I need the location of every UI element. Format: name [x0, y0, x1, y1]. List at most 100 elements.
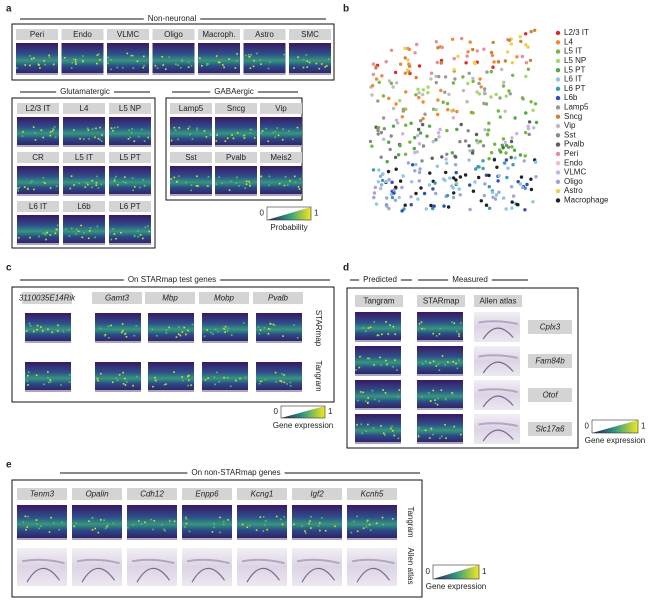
heatmap-speck [244, 376, 247, 379]
heatmap-speck [18, 186, 21, 189]
cell-dot [504, 158, 509, 162]
heatmap-speck [161, 523, 163, 526]
heatmap-tile [256, 362, 302, 392]
heatmap-speck [439, 437, 441, 440]
cell-dot [466, 129, 470, 133]
cell-dot [444, 170, 448, 175]
cell-dot [486, 128, 491, 132]
heatmap-tile [417, 414, 463, 444]
legend-swatch [555, 188, 561, 194]
label: L2/3 IT [26, 104, 51, 113]
tile-edge [417, 374, 463, 376]
heatmap-speck [30, 57, 33, 60]
heatmap-speck [227, 327, 230, 329]
heatmap-speck [71, 61, 74, 64]
cell-dot [374, 65, 378, 69]
label: Kcnh5 [361, 490, 384, 499]
cell-dot [467, 71, 471, 76]
heatmap-speck [140, 523, 143, 525]
legend-label: Oligo [564, 177, 583, 186]
heatmap-speck [205, 62, 208, 65]
heatmap-speck [191, 323, 194, 326]
heatmap-speck [68, 235, 71, 238]
heatmap-speck [460, 433, 462, 436]
heatmap-speck [110, 59, 112, 61]
tile-edge [148, 390, 194, 392]
heatmap-speck [178, 326, 180, 328]
heatmap-speck [206, 185, 209, 187]
heatmap-speck [116, 126, 119, 129]
heatmap-speck [168, 56, 171, 58]
heatmap-speck [184, 526, 186, 528]
heatmap-speck [143, 140, 146, 142]
cell-dot [492, 60, 496, 64]
cell-dot [523, 130, 528, 135]
colorbar-frame [266, 206, 312, 221]
cell-dot [504, 151, 508, 155]
heatmap-speck [26, 380, 29, 382]
heatmap-speck [245, 183, 248, 186]
cell-dot [398, 143, 402, 148]
heatmap-speck [36, 324, 39, 327]
heatmap-speck [238, 185, 240, 187]
heatmap-speck [223, 66, 225, 69]
cell-dot [394, 167, 398, 171]
heatmap-speck [156, 334, 158, 337]
heatmap-speck [293, 324, 295, 326]
heatmap-speck [128, 129, 130, 132]
heatmap-speck [58, 528, 61, 531]
tile-edge [17, 243, 59, 245]
heatmap-speck [453, 322, 456, 324]
section-title: Non-neuronal [148, 14, 197, 23]
heatmap-speck [260, 175, 263, 178]
heatmap-speck [269, 323, 272, 325]
label: Macroph. [202, 30, 235, 39]
cell-dot [433, 181, 437, 185]
legend-label: Pvalb [564, 140, 585, 149]
heatmap-speck [147, 136, 150, 139]
heatmap-speck [359, 391, 362, 393]
heatmap-speck [391, 425, 393, 428]
heatmap-speck [438, 369, 441, 372]
heatmap-speck [215, 183, 218, 185]
heatmap-speck [99, 138, 101, 141]
cell-dot [403, 46, 407, 51]
cell-dot [395, 81, 399, 85]
label-box [355, 295, 403, 307]
colorbar-min: 0 [260, 209, 265, 218]
heatmap-speck [125, 381, 128, 383]
heatmap-speck [441, 355, 444, 357]
cell-dot [515, 131, 519, 136]
label: L5 NP [119, 104, 141, 113]
cell-dot [445, 101, 450, 106]
cell-dot [372, 195, 376, 200]
heatmap-tile [347, 505, 397, 540]
heatmap-speck [150, 518, 152, 521]
heatmap-speck [378, 400, 380, 403]
cell-dot [444, 157, 448, 161]
heatmap-tile [202, 313, 248, 343]
heatmap-speck [88, 520, 90, 522]
label: STARmap [423, 297, 460, 306]
heatmap-speck [384, 392, 387, 394]
heatmap-speck [235, 182, 238, 184]
label: L6b [77, 202, 91, 211]
cell-dot [432, 204, 436, 208]
cell-dot [458, 193, 462, 197]
heatmap-speck [62, 330, 65, 333]
label-box [22, 292, 72, 304]
heatmap-speck [437, 397, 439, 400]
label-box [253, 292, 303, 304]
heatmap-speck [262, 515, 265, 518]
heatmap-speck [190, 64, 193, 67]
heatmap-speck [164, 68, 167, 70]
cell-dot [381, 94, 386, 98]
heatmap-speck [80, 224, 82, 227]
heatmap-tile [148, 313, 194, 343]
heatmap-speck [266, 528, 268, 531]
heatmap-speck [75, 63, 77, 65]
heatmap-speck [57, 324, 59, 327]
cell-dot [477, 92, 482, 96]
label: Mobp [214, 294, 235, 303]
heatmap-speck [280, 518, 282, 521]
